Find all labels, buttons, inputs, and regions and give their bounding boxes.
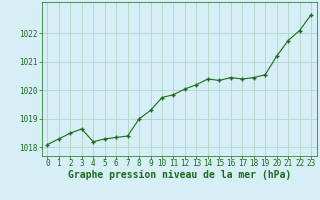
X-axis label: Graphe pression niveau de la mer (hPa): Graphe pression niveau de la mer (hPa): [68, 170, 291, 180]
